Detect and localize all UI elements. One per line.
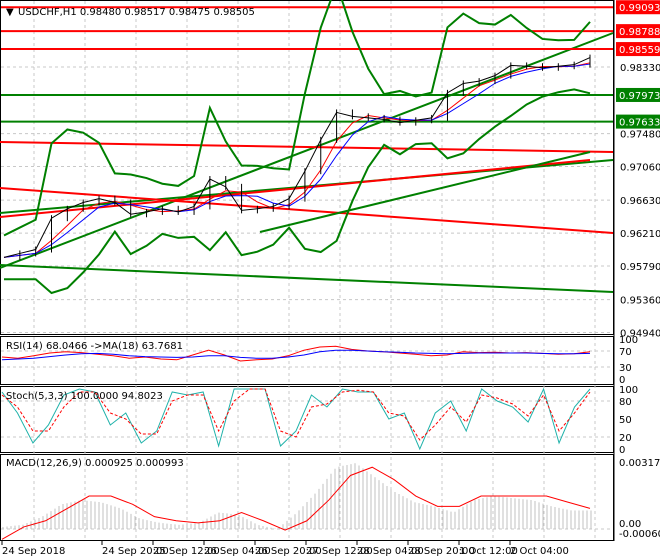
price-tick-label: 0.95790 [620,262,660,273]
price-tick-label: 0.97480 [620,130,660,141]
time-tick-label: 27 Sep 12:00 [306,546,373,557]
rsi-tick-label: 30 [619,363,632,374]
price-tick-label: 0.94940 [620,329,660,340]
level-price-box [616,87,660,102]
stoch-tick-label: 50 [619,415,632,426]
time-tick-label: 1 Oct 12:00 [459,546,518,557]
macd-signal-line [1,466,591,540]
ma-slow [3,63,591,258]
time-tick-label: 26 Sep 04:00 [204,546,271,557]
rsi-ma-line [1,349,591,361]
macd-label: MACD(12,26,9) 0.000925 0.000993 [6,458,184,469]
dropdown-icon: ▼ [6,7,14,18]
price-tick-label: 0.96210 [620,229,660,240]
trend-line [0,264,614,293]
trend-line [0,141,614,153]
trend-line [0,187,614,234]
stoch-tick-label: 100 [619,385,638,396]
level-price-box [616,24,660,39]
rsi-tick-label: 70 [619,347,632,358]
price-tick-label: 0.97060 [620,162,660,173]
price-tick-label: 0.95360 [620,296,660,307]
time-tick-label: 25 Sep 12:00 [153,546,220,557]
level-price-label: 0.97633 [619,118,660,129]
level-price-box [616,0,660,15]
trend-line [259,151,591,233]
time-tick-label: 26 Sep 20:00 [255,546,322,557]
level-price-box [616,114,660,129]
ma-fast [3,62,591,258]
price-tick-label: 0.96630 [620,196,660,207]
macd-tick-label: 0.00 [619,519,641,530]
stoch-label: Stoch(5,3,3) 100.0000 94.8023 [6,391,163,402]
level-price-label: 0.98788 [619,27,660,38]
level-price-box [616,42,660,57]
level-price-label: 0.98559 [619,45,660,56]
macd-tick-label: 0.003175 [619,458,660,469]
chart-header: USDCHF,H1 0.98480 0.98517 0.98475 0.9850… [18,7,255,18]
stoch-panel [0,386,614,453]
price-tick-label: 0.98330 [620,63,660,74]
rsi-tick-label: 100 [619,335,638,346]
stoch-tick-label: 80 [619,397,632,408]
rsi-line [1,345,591,362]
time-tick-label: 24 Sep 20:00 [102,546,169,557]
level-price-label: 0.99093 [619,3,660,14]
bollinger-lower [4,88,591,295]
rsi-label: RSI(14) 68.0466 ->MA(18) 63.7681 [6,341,183,352]
rsi-panel [0,336,614,385]
time-tick-label: 2 Oct 04:00 [510,546,569,557]
stoch-signal-line [1,388,591,441]
time-tick-label: 28 Sep 04:00 [357,546,424,557]
stoch-tick-label: 0 [619,445,625,456]
time-tick-label: 28 Sep 20:00 [408,546,475,557]
stoch-tick-label: 20 [619,433,632,444]
rsi-tick-label: 0 [619,375,625,386]
bollinger-upper [3,0,591,237]
price-line [3,57,591,258]
macd-tick-label: -0.000606 [619,529,660,540]
time-tick-label: 24 Sep 2018 [2,546,65,557]
level-price-label: 0.97973 [619,91,660,102]
